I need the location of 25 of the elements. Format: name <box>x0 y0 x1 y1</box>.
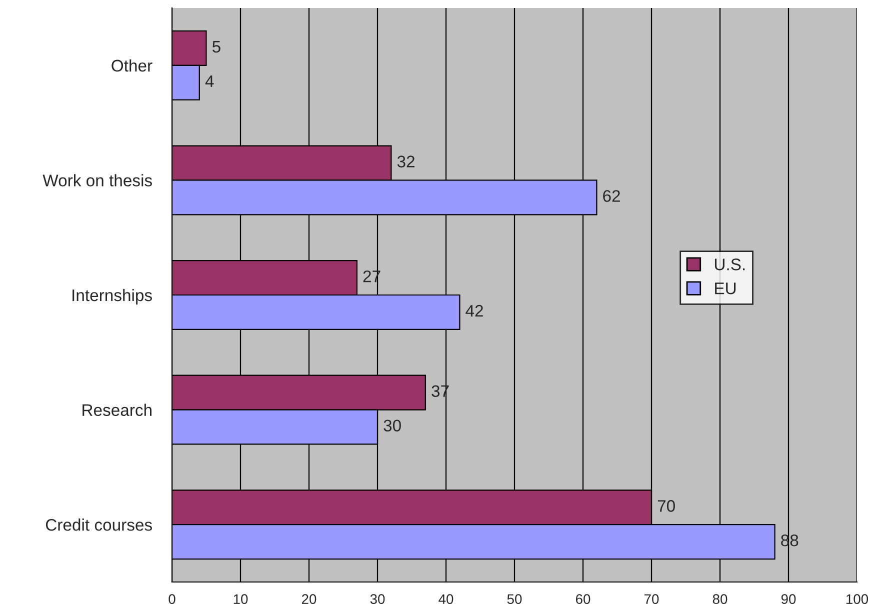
legend-label: EU <box>715 282 736 294</box>
x-tick-label: 90 <box>781 594 796 604</box>
y-tick-label: Research <box>82 404 152 416</box>
legend-label: U.S. <box>714 258 745 270</box>
data-label: 42 <box>466 304 483 317</box>
data-label: 30 <box>384 420 401 432</box>
x-tick-label: 70 <box>644 594 659 604</box>
x-tick-label: 10 <box>234 594 248 604</box>
x-tick-label: 100 <box>846 594 868 604</box>
x-tick-label: 40 <box>438 594 454 604</box>
x-tick-label: 50 <box>507 594 522 604</box>
x-tick-label: 30 <box>370 594 385 604</box>
x-tick-label: 0 <box>168 594 176 604</box>
x-tick-label: 20 <box>302 594 316 604</box>
data-label: 5 <box>212 41 220 53</box>
x-tick-label: 60 <box>576 594 590 604</box>
data-label: 62 <box>603 190 620 202</box>
data-label: 70 <box>658 500 675 512</box>
x-tick-label: 80 <box>712 594 728 604</box>
y-tick-label: Internships <box>72 288 152 304</box>
y-tick-label: Work on thesis <box>42 174 152 186</box>
data-label: 32 <box>397 156 414 168</box>
y-tick-label: Credit courses <box>46 518 152 531</box>
y-tick-label: Other <box>112 59 152 72</box>
data-label: 4 <box>205 75 214 87</box>
